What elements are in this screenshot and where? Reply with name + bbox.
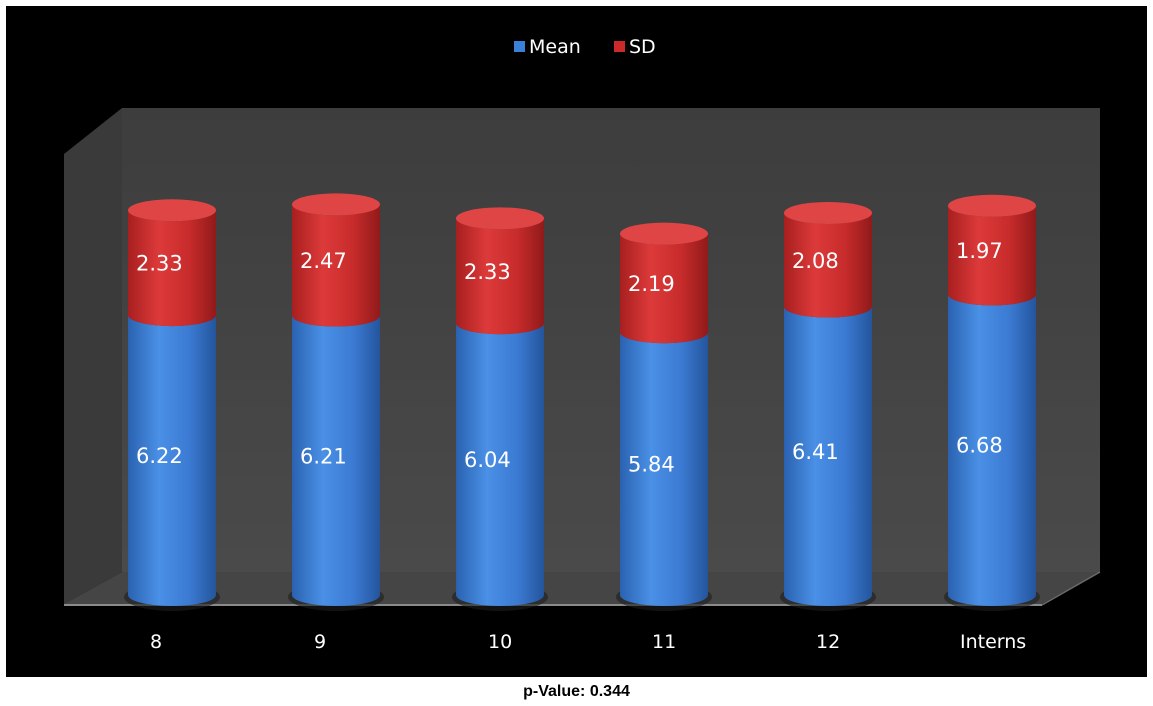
- bar-mean-12: [784, 306, 872, 606]
- x-axis-tick-labels: 8 9 10 11 12 Interns: [150, 631, 1026, 653]
- plot-side-wall: [64, 108, 122, 604]
- p-value-caption: p-Value: 0.344: [523, 683, 630, 700]
- bar-cap-Interns: [948, 194, 1036, 217]
- bar-mean-9: [292, 315, 380, 606]
- label-sd-9: 2.47: [300, 249, 347, 273]
- bar-cap-10: [456, 207, 544, 230]
- bar-sd-Interns: [948, 205, 1036, 306]
- x-tick-9: 9: [314, 631, 326, 653]
- x-tick-8: 8: [150, 631, 162, 653]
- bar-sd-9: [292, 204, 380, 327]
- bar-mean-11: [620, 332, 708, 606]
- label-sd-12: 2.08: [792, 249, 839, 273]
- label-sd-Interns: 1.97: [956, 239, 1003, 263]
- legend-label-mean: Mean: [529, 36, 581, 58]
- x-tick-11: 11: [652, 631, 676, 653]
- chart-frame: Mean SD 6.22 2.33 6.21 2.47 6.04 2.33 5.84 2.19…: [6, 6, 1147, 677]
- label-mean-10: 6.04: [464, 448, 511, 472]
- label-mean-12: 6.41: [792, 440, 839, 464]
- legend-label-sd: SD: [629, 36, 656, 58]
- legend-swatch-sd: [614, 41, 625, 52]
- bar-sd-11: [620, 233, 708, 344]
- bar-mean-8: [128, 315, 216, 606]
- bar-sd-8: [128, 210, 216, 327]
- legend-swatch-mean: [514, 41, 525, 52]
- bar-cap-8: [128, 199, 216, 222]
- label-sd-11: 2.19: [628, 272, 675, 296]
- bars-group: 6.22 2.33 6.21 2.47 6.04 2.33 5.84 2.19 6.41 2.08…: [124, 193, 1040, 611]
- bar-cap-12: [784, 201, 872, 224]
- bar-mean-10: [456, 323, 544, 606]
- label-mean-8: 6.22: [136, 444, 183, 468]
- chart-plot: Mean SD 6.22 2.33 6.21 2.47 6.04 2.33 5.84 2.19…: [64, 36, 1101, 653]
- x-tick-12: 12: [816, 631, 840, 653]
- label-sd-8: 2.33: [136, 252, 183, 276]
- bar-mean-Interns: [948, 294, 1036, 606]
- floor-diagonal-edge: [1041, 571, 1101, 606]
- label-sd-10: 2.33: [464, 260, 511, 284]
- x-tick-Interns: Interns: [960, 631, 1026, 653]
- bar-sd-12: [784, 212, 872, 318]
- legend: Mean SD: [514, 36, 656, 58]
- bar-cap-9: [292, 193, 380, 216]
- label-mean-Interns: 6.68: [956, 434, 1003, 458]
- label-mean-11: 5.84: [628, 453, 675, 477]
- label-mean-9: 6.21: [300, 444, 347, 468]
- x-tick-10: 10: [488, 631, 512, 653]
- bar-cap-11: [620, 222, 708, 245]
- bar-sd-10: [456, 218, 544, 335]
